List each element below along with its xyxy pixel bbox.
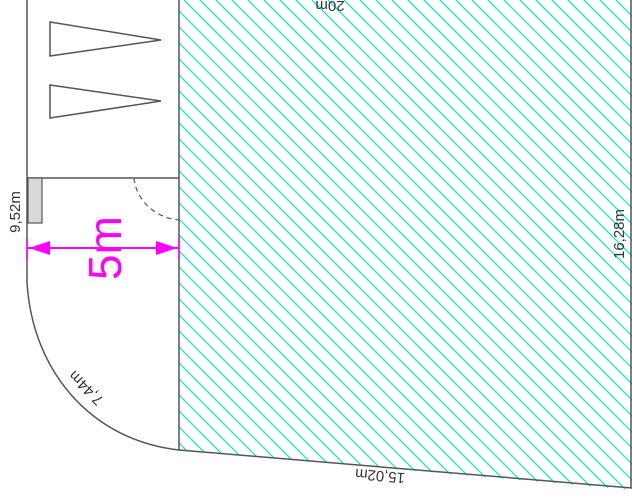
hatch-line: [179, 0, 625, 490]
hatch-line: [179, 0, 632, 490]
hatch-line: [215, 0, 632, 490]
hatch-line: [407, 0, 632, 490]
hatch-line: [179, 0, 632, 490]
triangle-marker-2: [49, 84, 162, 119]
hatch-line: [503, 0, 632, 490]
hatch-line: [179, 0, 273, 490]
hatch-line: [455, 0, 632, 490]
hatch-line: [179, 0, 545, 490]
hatch-line: [327, 0, 632, 490]
hatch-line: [471, 0, 632, 490]
hatch-line: [179, 0, 561, 490]
hatch-line: [0, 0, 16, 502]
bottom-edge-label: 15,02m: [354, 465, 405, 486]
hatch-line: [179, 0, 593, 490]
hatch-line: [179, 0, 632, 490]
hatch-line: [179, 0, 417, 490]
top-edge-label: 20m: [315, 0, 344, 14]
hatch-line: [439, 0, 632, 490]
right-edge-label: 16,28m: [611, 209, 628, 259]
hatch-line: [179, 0, 449, 490]
hatch-line: [295, 0, 632, 490]
hatch-line: [179, 0, 401, 490]
hatch-line: [179, 0, 289, 490]
hatch-line: [179, 0, 321, 490]
hatch-line: [179, 0, 497, 490]
curve-edge-label: 7,44m: [66, 367, 108, 409]
hatch-line: [183, 0, 632, 490]
hatch-line: [179, 0, 465, 490]
hatch-line: [423, 0, 632, 490]
hatch-line: [359, 0, 632, 490]
hatch-line: [487, 0, 632, 490]
hatch-line: [247, 0, 632, 490]
grey-post: [27, 177, 43, 224]
hatch-line: [179, 0, 305, 490]
hatch-line: [263, 0, 632, 490]
hatch-line: [0, 0, 64, 502]
width-dimension: [26, 238, 180, 260]
hatch-line: [519, 0, 632, 490]
hatch-line: [343, 0, 632, 490]
door-swing-arc: [133, 177, 180, 221]
hatch-line: [179, 0, 369, 490]
plot-outline: [26, 0, 632, 489]
hatch-line: [279, 0, 632, 490]
width-dimension-label: 5m: [79, 216, 131, 280]
hatch-line: [179, 0, 433, 490]
hatch-line: [179, 0, 529, 490]
hatch-line: [179, 0, 481, 490]
left-edge-label: 9,52m: [7, 191, 24, 233]
hatch-line: [535, 0, 632, 490]
hatch-line: [179, 0, 337, 490]
hatch-line: [179, 0, 513, 490]
triangle-marker-1: [49, 21, 162, 57]
hatch-line: [391, 0, 632, 490]
hatch-line: [179, 0, 385, 490]
hatch-line: [231, 0, 632, 490]
hatch-line: [311, 0, 632, 490]
hatch-line: [179, 0, 353, 490]
hatch-line: [179, 0, 609, 490]
hatch-line: [375, 0, 632, 490]
hatch-line: [199, 0, 632, 490]
hatch-line: [179, 0, 577, 490]
hatch-line: [179, 0, 632, 490]
